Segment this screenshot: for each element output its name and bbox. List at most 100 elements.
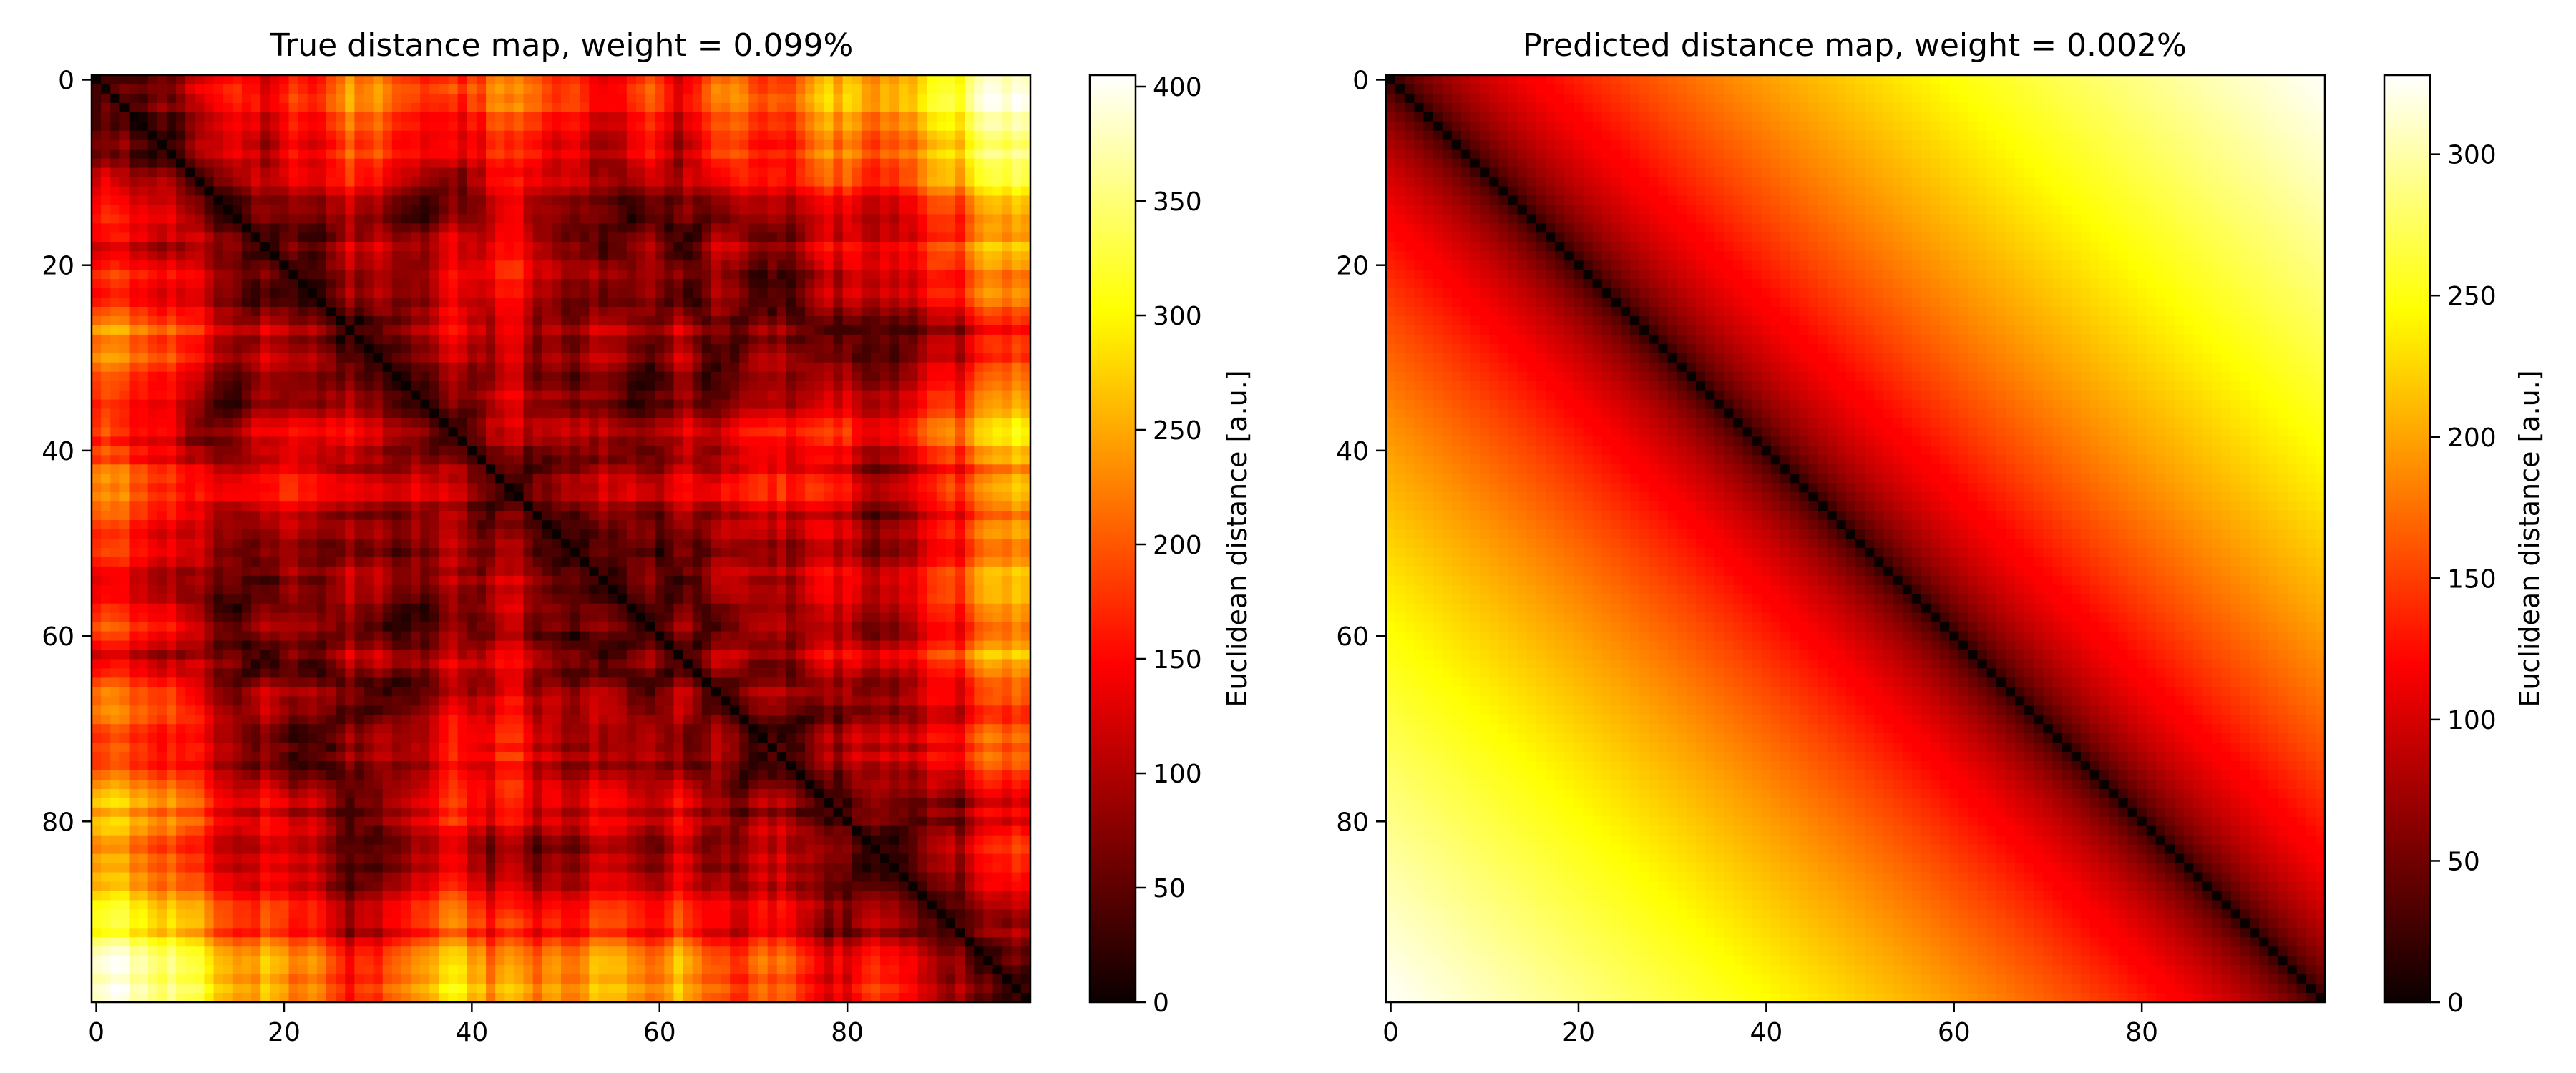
heatmap-cell — [617, 483, 628, 493]
heatmap-cell — [429, 371, 440, 382]
heatmap-cell — [955, 408, 965, 419]
heatmap-cell — [532, 205, 543, 215]
heatmap-cell — [345, 288, 355, 298]
heatmap-cell — [945, 529, 956, 539]
heatmap-cell — [279, 464, 290, 474]
heatmap-cell — [195, 464, 205, 474]
heatmap-cell — [974, 242, 984, 252]
heatmap-cell — [796, 334, 806, 345]
heatmap-cell — [936, 455, 947, 465]
heatmap-cell — [908, 325, 919, 335]
heatmap-cell — [411, 279, 421, 289]
heatmap-cell — [880, 436, 890, 446]
heatmap-cell — [251, 195, 261, 206]
heatmap-cell — [288, 298, 299, 308]
heatmap-cell — [251, 408, 261, 419]
heatmap-cell — [532, 288, 543, 298]
heatmap-cell — [119, 371, 130, 382]
heatmap-cell — [204, 242, 215, 252]
heatmap-cell — [711, 325, 721, 335]
heatmap-cell — [983, 381, 994, 391]
heatmap-cell — [391, 371, 402, 382]
heatmap-cell — [241, 205, 252, 215]
heatmap-cell — [514, 511, 525, 521]
heatmap-cell — [307, 371, 318, 382]
heatmap-cell — [824, 167, 834, 178]
heatmap-cell — [842, 149, 853, 160]
heatmap-cell — [608, 408, 618, 419]
heatmap-cell — [138, 167, 149, 178]
heatmap-cell — [420, 511, 430, 521]
heatmap-cell — [551, 427, 562, 438]
heatmap-cell — [316, 251, 327, 261]
heatmap-cell — [1002, 511, 1013, 521]
heatmap-cell — [514, 520, 525, 530]
heatmap-cell — [147, 520, 158, 530]
heatmap-cell — [683, 298, 693, 308]
heatmap-cell — [861, 186, 872, 197]
heatmap-cell — [992, 139, 1003, 150]
heatmap-cell — [748, 139, 759, 150]
heatmap-cell — [645, 371, 655, 382]
heatmap-cell — [166, 381, 177, 391]
heatmap-cell — [899, 529, 909, 539]
heatmap-cell — [917, 427, 928, 438]
heatmap-cell — [664, 232, 675, 242]
heatmap-cell — [176, 93, 186, 104]
heatmap-cell — [373, 390, 384, 401]
heatmap-cell — [373, 298, 384, 308]
heatmap-cell — [373, 279, 384, 289]
heatmap-cell — [373, 93, 384, 104]
heatmap-cell — [92, 279, 102, 289]
heatmap-cell — [129, 483, 140, 493]
heatmap-cell — [251, 251, 261, 261]
heatmap-cell — [439, 483, 449, 493]
heatmap-cell — [965, 158, 975, 169]
heatmap-cell — [270, 102, 280, 113]
heatmap-cell — [279, 529, 290, 539]
heatmap-cell — [476, 102, 487, 113]
heatmap-cell — [945, 334, 956, 345]
heatmap-cell — [833, 399, 844, 410]
heatmap-cell — [880, 511, 890, 521]
heatmap-cell — [504, 149, 514, 160]
heatmap-cell — [476, 75, 487, 85]
heatmap-cell — [326, 390, 336, 401]
heatmap-cell — [157, 251, 167, 261]
heatmap-cell — [232, 251, 243, 261]
heatmap-cell — [870, 102, 881, 113]
heatmap-cell — [364, 279, 374, 289]
heatmap-cell — [645, 427, 655, 438]
heatmap-cell — [655, 390, 665, 401]
heatmap-cell — [645, 325, 655, 335]
heatmap-cell — [101, 353, 111, 363]
heatmap-cell — [965, 436, 975, 446]
heatmap-cell — [880, 381, 890, 391]
heatmap-cell — [542, 232, 552, 242]
heatmap-cell — [936, 232, 947, 242]
heatmap-cell — [288, 279, 299, 289]
heatmap-cell — [223, 474, 233, 484]
heatmap-cell — [683, 446, 693, 456]
heatmap-cell — [1011, 195, 1022, 206]
heatmap-cell — [645, 270, 655, 280]
heatmap-cell — [270, 93, 280, 104]
heatmap-cell — [476, 520, 487, 530]
heatmap-cell — [251, 418, 261, 428]
heatmap-cell — [138, 474, 149, 484]
heatmap-cell — [457, 158, 468, 169]
heatmap-cell — [598, 75, 609, 85]
heatmap-cell — [880, 307, 890, 317]
heatmap-cell — [692, 334, 703, 345]
heatmap-cell — [870, 371, 881, 382]
heatmap-cell — [213, 288, 224, 298]
heatmap-cell — [223, 242, 233, 252]
heatmap-cell — [354, 455, 365, 465]
heatmap-cell — [635, 186, 646, 197]
heatmap-cell — [401, 418, 411, 428]
heatmap-cell — [354, 214, 365, 224]
heatmap-cell — [561, 121, 571, 132]
heatmap-cell — [110, 260, 120, 270]
heatmap-cell — [204, 390, 215, 401]
heatmap-cell — [92, 167, 102, 178]
